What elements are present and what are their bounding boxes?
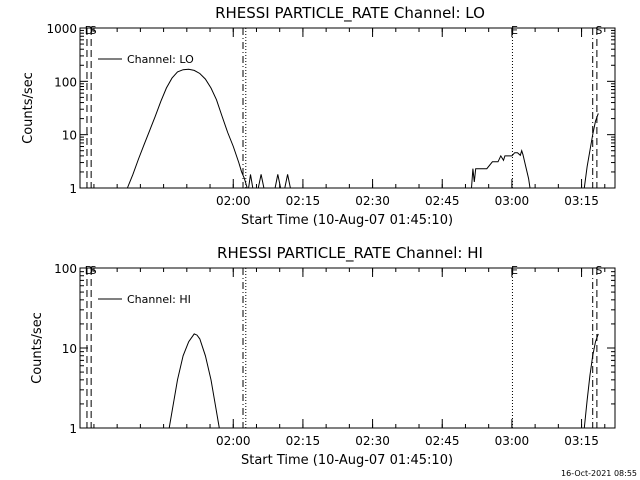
event-marker-label: S: [90, 264, 97, 277]
series-line: [583, 333, 599, 429]
x-tick-label: 02:30: [355, 194, 390, 208]
x-tick-label: 02:30: [355, 434, 390, 448]
y-axis-label: Counts/sec: [30, 312, 45, 384]
event-marker-label: E: [511, 24, 518, 37]
plot-frame: [79, 267, 616, 429]
series-line: [583, 113, 599, 189]
series-line: [471, 149, 531, 189]
x-tick-label: 03:15: [564, 434, 599, 448]
panel-lo: RHESSI PARTICLE_RATE Channel: LO 1 10 100 1…: [21, 4, 616, 228]
panel-hi: RHESSI PARTICLE_RATE Channel: HI 1 10 100 0…: [30, 244, 616, 468]
y-tick-label: 1: [69, 422, 77, 436]
timestamp: 16-Oct-2021 08:55: [561, 469, 637, 478]
event-marker-label: S: [90, 24, 97, 37]
y-tick-label: 10: [62, 129, 77, 143]
chart-title: RHESSI PARTICLE_RATE Channel: HI: [217, 244, 483, 263]
x-axis-label: Start Time (10-Aug-07 01:45:10): [241, 213, 453, 228]
series-line: [168, 333, 220, 429]
plot-frame: [79, 27, 616, 189]
y-tick-label: 100: [54, 75, 77, 89]
y-tick-label: 100: [54, 262, 77, 276]
y-axis-label: Counts/sec: [21, 72, 36, 144]
x-tick-label: 02:15: [286, 434, 321, 448]
event-marker-label: S: [595, 24, 602, 37]
series-line: [126, 68, 248, 189]
series-line: [274, 174, 282, 189]
legend-entry: Channel: HI: [127, 293, 191, 306]
event-marker-label: S: [595, 264, 602, 277]
x-tick-label: 02:45: [425, 194, 460, 208]
event-marker-label: D: [85, 24, 93, 37]
x-tick-label: 02:15: [286, 194, 321, 208]
y-tick-label: 1000: [46, 22, 77, 36]
x-tick-label: 02:00: [216, 194, 251, 208]
legend-entry: Channel: LO: [127, 53, 194, 66]
x-tick-label: 03:00: [495, 194, 530, 208]
x-axis-label: Start Time (10-Aug-07 01:45:10): [241, 453, 453, 468]
event-marker-label: D: [85, 264, 93, 277]
x-tick-label: 02:00: [216, 434, 251, 448]
chart-title: RHESSI PARTICLE_RATE Channel: LO: [215, 4, 485, 23]
x-tick-label: 03:15: [564, 194, 599, 208]
series-line: [257, 174, 265, 189]
series-line: [248, 174, 254, 189]
event-marker-label: E: [511, 264, 518, 277]
y-tick-label: 10: [62, 342, 77, 356]
y-tick-label: 1: [69, 182, 77, 196]
x-tick-label: 02:45: [425, 434, 460, 448]
x-tick-label: 03:00: [495, 434, 530, 448]
series-line: [284, 174, 291, 189]
